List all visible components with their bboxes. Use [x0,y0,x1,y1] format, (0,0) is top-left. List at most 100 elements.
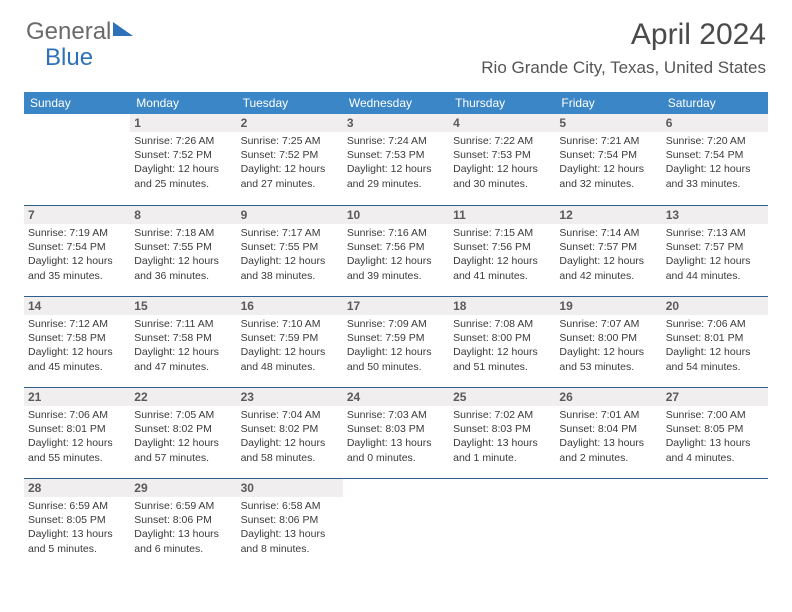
calendar-cell: 28Sunrise: 6:59 AMSunset: 8:05 PMDayligh… [24,478,130,569]
calendar-cell: 24Sunrise: 7:03 AMSunset: 8:03 PMDayligh… [343,387,449,478]
calendar-cell: 9Sunrise: 7:17 AMSunset: 7:55 PMDaylight… [237,205,343,296]
calendar-cell [449,478,555,569]
day-details: Sunrise: 7:14 AMSunset: 7:57 PMDaylight:… [555,224,661,283]
day-number: 13 [662,205,768,224]
day-details: Sunrise: 7:03 AMSunset: 8:03 PMDaylight:… [343,406,449,465]
day-number: 20 [662,296,768,315]
calendar-cell: 12Sunrise: 7:14 AMSunset: 7:57 PMDayligh… [555,205,661,296]
day-header: Tuesday [237,92,343,114]
calendar-cell: 25Sunrise: 7:02 AMSunset: 8:03 PMDayligh… [449,387,555,478]
day-details: Sunrise: 7:11 AMSunset: 7:58 PMDaylight:… [130,315,236,374]
calendar-cell: 13Sunrise: 7:13 AMSunset: 7:57 PMDayligh… [662,205,768,296]
calendar-cell: 15Sunrise: 7:11 AMSunset: 7:58 PMDayligh… [130,296,236,387]
calendar-cell: 29Sunrise: 6:59 AMSunset: 8:06 PMDayligh… [130,478,236,569]
day-details: Sunrise: 7:02 AMSunset: 8:03 PMDaylight:… [449,406,555,465]
day-details: Sunrise: 7:09 AMSunset: 7:59 PMDaylight:… [343,315,449,374]
calendar-cell: 4Sunrise: 7:22 AMSunset: 7:53 PMDaylight… [449,114,555,205]
brand-part1: General [26,18,111,46]
calendar-cell [343,478,449,569]
day-details: Sunrise: 7:19 AMSunset: 7:54 PMDaylight:… [24,224,130,283]
day-details: Sunrise: 7:15 AMSunset: 7:56 PMDaylight:… [449,224,555,283]
calendar-cell: 10Sunrise: 7:16 AMSunset: 7:56 PMDayligh… [343,205,449,296]
day-number: 5 [555,114,661,132]
calendar-cell: 20Sunrise: 7:06 AMSunset: 8:01 PMDayligh… [662,296,768,387]
calendar-cell: 6Sunrise: 7:20 AMSunset: 7:54 PMDaylight… [662,114,768,205]
day-number: 22 [130,387,236,406]
day-number: 25 [449,387,555,406]
day-number: 4 [449,114,555,132]
day-header-row: SundayMondayTuesdayWednesdayThursdayFrid… [24,92,768,114]
day-number: 6 [662,114,768,132]
day-number: 11 [449,205,555,224]
calendar-cell: 17Sunrise: 7:09 AMSunset: 7:59 PMDayligh… [343,296,449,387]
day-number: 3 [343,114,449,132]
day-details: Sunrise: 7:21 AMSunset: 7:54 PMDaylight:… [555,132,661,191]
day-details: Sunrise: 7:00 AMSunset: 8:05 PMDaylight:… [662,406,768,465]
calendar-cell: 27Sunrise: 7:00 AMSunset: 8:05 PMDayligh… [662,387,768,478]
day-header: Saturday [662,92,768,114]
day-details: Sunrise: 7:06 AMSunset: 8:01 PMDaylight:… [24,406,130,465]
day-details: Sunrise: 7:04 AMSunset: 8:02 PMDaylight:… [237,406,343,465]
calendar-cell [662,478,768,569]
calendar-week: 14Sunrise: 7:12 AMSunset: 7:58 PMDayligh… [24,296,768,387]
day-number: 26 [555,387,661,406]
day-details: Sunrise: 7:26 AMSunset: 7:52 PMDaylight:… [130,132,236,191]
calendar-cell: 2Sunrise: 7:25 AMSunset: 7:52 PMDaylight… [237,114,343,205]
day-number: 28 [24,478,130,497]
calendar-cell: 22Sunrise: 7:05 AMSunset: 8:02 PMDayligh… [130,387,236,478]
day-details: Sunrise: 7:18 AMSunset: 7:55 PMDaylight:… [130,224,236,283]
month-title: April 2024 [481,18,766,52]
day-details: Sunrise: 7:07 AMSunset: 8:00 PMDaylight:… [555,315,661,374]
day-details: Sunrise: 7:05 AMSunset: 8:02 PMDaylight:… [130,406,236,465]
sail-icon [113,22,133,36]
brand-logo: General [26,18,133,46]
day-details: Sunrise: 6:58 AMSunset: 8:06 PMDaylight:… [237,497,343,556]
day-number: 14 [24,296,130,315]
day-number: 24 [343,387,449,406]
day-details: Sunrise: 7:22 AMSunset: 7:53 PMDaylight:… [449,132,555,191]
day-number: 1 [130,114,236,132]
day-details: Sunrise: 7:06 AMSunset: 8:01 PMDaylight:… [662,315,768,374]
day-number: 15 [130,296,236,315]
calendar-week: 1Sunrise: 7:26 AMSunset: 7:52 PMDaylight… [24,114,768,205]
day-number: 9 [237,205,343,224]
calendar-cell: 7Sunrise: 7:19 AMSunset: 7:54 PMDaylight… [24,205,130,296]
day-details: Sunrise: 7:12 AMSunset: 7:58 PMDaylight:… [24,315,130,374]
day-header: Monday [130,92,236,114]
calendar-cell: 1Sunrise: 7:26 AMSunset: 7:52 PMDaylight… [130,114,236,205]
day-number: 27 [662,387,768,406]
day-number: 30 [237,478,343,497]
calendar-cell: 30Sunrise: 6:58 AMSunset: 8:06 PMDayligh… [237,478,343,569]
day-details: Sunrise: 7:25 AMSunset: 7:52 PMDaylight:… [237,132,343,191]
day-number: 17 [343,296,449,315]
day-number: 12 [555,205,661,224]
day-number: 10 [343,205,449,224]
calendar-cell: 23Sunrise: 7:04 AMSunset: 8:02 PMDayligh… [237,387,343,478]
day-details: Sunrise: 7:20 AMSunset: 7:54 PMDaylight:… [662,132,768,191]
title-block: April 2024 Rio Grande City, Texas, Unite… [481,18,766,78]
day-number: 21 [24,387,130,406]
calendar-cell: 3Sunrise: 7:24 AMSunset: 7:53 PMDaylight… [343,114,449,205]
day-header: Friday [555,92,661,114]
day-details: Sunrise: 7:16 AMSunset: 7:56 PMDaylight:… [343,224,449,283]
calendar-cell: 8Sunrise: 7:18 AMSunset: 7:55 PMDaylight… [130,205,236,296]
calendar-cell: 26Sunrise: 7:01 AMSunset: 8:04 PMDayligh… [555,387,661,478]
day-number: 2 [237,114,343,132]
day-number: 18 [449,296,555,315]
calendar-cell: 16Sunrise: 7:10 AMSunset: 7:59 PMDayligh… [237,296,343,387]
calendar-cell: 18Sunrise: 7:08 AMSunset: 8:00 PMDayligh… [449,296,555,387]
day-header: Wednesday [343,92,449,114]
calendar-cell [24,114,130,205]
calendar-cell: 5Sunrise: 7:21 AMSunset: 7:54 PMDaylight… [555,114,661,205]
calendar-cell: 19Sunrise: 7:07 AMSunset: 8:00 PMDayligh… [555,296,661,387]
day-number: 8 [130,205,236,224]
day-number: 19 [555,296,661,315]
calendar-week: 7Sunrise: 7:19 AMSunset: 7:54 PMDaylight… [24,205,768,296]
header: General April 2024 Rio Grande City, Texa… [0,0,792,86]
day-details: Sunrise: 7:13 AMSunset: 7:57 PMDaylight:… [662,224,768,283]
day-header: Sunday [24,92,130,114]
calendar-cell: 11Sunrise: 7:15 AMSunset: 7:56 PMDayligh… [449,205,555,296]
day-details: Sunrise: 7:10 AMSunset: 7:59 PMDaylight:… [237,315,343,374]
day-number: 29 [130,478,236,497]
calendar-cell: 14Sunrise: 7:12 AMSunset: 7:58 PMDayligh… [24,296,130,387]
